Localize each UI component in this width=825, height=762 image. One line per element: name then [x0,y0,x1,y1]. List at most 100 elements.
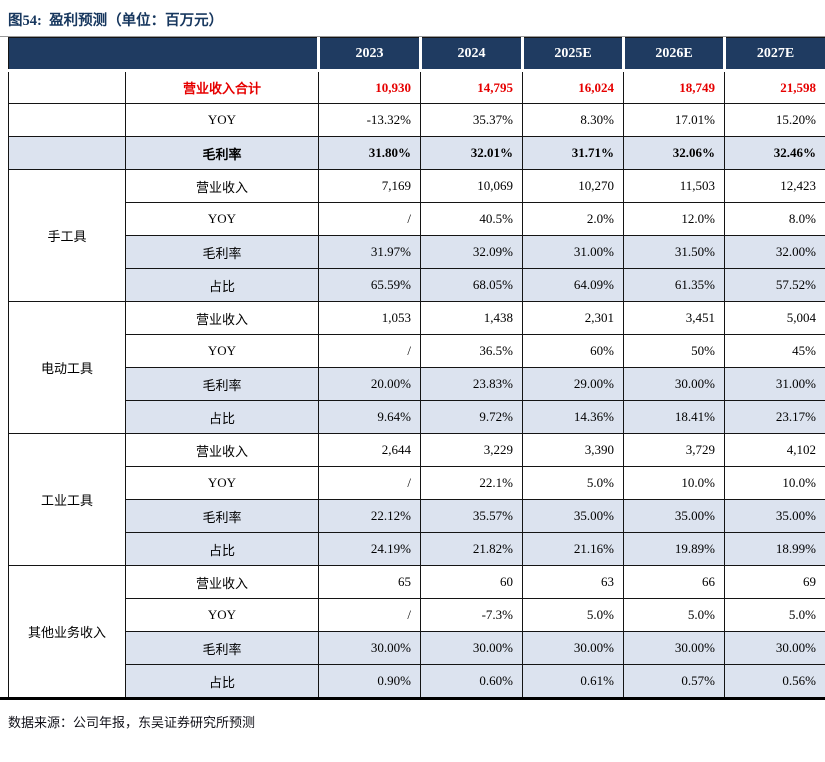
value-cell: 60% [522,334,624,368]
value-cell: 30.00% [623,631,725,665]
value-cell: 5.0% [724,598,825,632]
value-cell: 2,301 [522,301,624,335]
value-cell: 24.19% [318,532,421,566]
value-cell: 11,503 [623,169,725,203]
table-row: 电动工具 营业收入 1,053 1,438 2,301 3,451 5,004 [8,301,825,434]
table-row: YOY/22.1% 5.0% 10.0% 10.0% [9,466,825,500]
table-row: 毛利率 31.80% 32.01% 31.71% 32.06% 32.46% [8,136,825,170]
value-cell: 0.61% [522,664,624,698]
metric-label-cell: 毛利率 [125,367,319,401]
value-cell: 35.00% [623,499,725,533]
table-body: 营业收入合计 10,930 14,795 16,024 18,749 21,598 YOY -… [8,70,825,698]
value-cell: 10,069 [420,169,523,203]
value-cell: -7.3% [420,598,523,632]
table-row: 毛利率 20.00% 23.83% 29.00% 30.00% 31.00% [9,367,825,401]
value-cell: 18.41% [623,400,725,434]
value-cell: 32.46% [724,136,825,170]
group-label-cell: 手工具 [8,169,126,302]
value-cell: 9.72% [420,400,523,434]
table-row: YOY/36.5% 60% 50% 45% [9,334,825,368]
table-bottom-rule [0,697,825,700]
value-cell: 45% [724,334,825,368]
value-cell: 14.36% [522,400,624,434]
value-cell: 5.0% [623,598,725,632]
value-cell: 3,451 [623,301,725,335]
value-cell: 23.83% [420,367,523,401]
table-row: 占比 65.59% 68.05% 64.09% 61.35% 57.52% [9,268,825,302]
value-cell: 21,598 [724,70,825,104]
metric-label-cell: 营业收入 [125,433,319,467]
group-label-cell: 工业工具 [8,433,126,566]
value-cell: 22.1% [420,466,523,500]
metric-label-cell: YOY [125,598,319,632]
value-cell: 32.06% [623,136,725,170]
value-cell: 18.99% [724,532,825,566]
value-cell: 5,004 [724,301,825,335]
value-cell: 30.00% [724,631,825,665]
value-cell: 30.00% [623,367,725,401]
value-cell: 23.17% [724,400,825,434]
value-cell: 14,795 [420,70,523,104]
value-cell: 1,438 [420,301,523,335]
value-cell: 12.0% [623,202,725,236]
value-cell: 2,644 [318,433,421,467]
metric-label-cell: YOY [125,334,319,368]
empty-cell [8,136,126,170]
value-cell: 8.0% [724,202,825,236]
value-cell: 10.0% [623,466,725,500]
value-cell: 22.12% [318,499,421,533]
value-cell: 15.20% [724,103,825,137]
empty-cell [8,103,126,137]
table-row: YOY -13.32% 35.37% 8.30% 17.01% 15.20% [8,103,825,137]
value-cell: 31.50% [623,235,725,269]
value-cell: 0.90% [318,664,421,698]
data-source: 数据来源：公司年报，东吴证券研究所预测 [8,715,256,730]
value-cell: 32.09% [420,235,523,269]
value-cell: 12,423 [724,169,825,203]
year-header-cell: 2023 [317,37,421,72]
value-cell: / [318,598,421,632]
value-cell: 31.00% [724,367,825,401]
value-cell: 18,749 [623,70,725,104]
metric-label-cell: 占比 [125,664,319,698]
header-row: 2023 2024 2025E 2026E 2027E [8,37,825,72]
value-cell: 9.64% [318,400,421,434]
value-cell: 5.0% [522,598,624,632]
value-cell: 50% [623,334,725,368]
value-cell: 0.56% [724,664,825,698]
value-cell: 60 [420,565,523,599]
value-cell: 17.01% [623,103,725,137]
value-cell: 35.37% [420,103,523,137]
value-cell: 20.00% [318,367,421,401]
value-cell: 35.00% [522,499,624,533]
value-cell: 19.89% [623,532,725,566]
value-cell: 4,102 [724,433,825,467]
group-label-cell: 电动工具 [8,301,126,434]
value-cell: 29.00% [522,367,624,401]
value-cell: 61.35% [623,268,725,302]
value-cell: 0.57% [623,664,725,698]
value-cell: 30.00% [522,631,624,665]
table-row: 毛利率 31.97% 32.09% 31.00% 31.50% 32.00% [9,235,825,269]
value-cell: 8.30% [522,103,624,137]
value-cell: 30.00% [318,631,421,665]
metric-label-cell: 营业收入 [125,301,319,335]
value-cell: 57.52% [724,268,825,302]
header-corner-cell [8,37,319,72]
value-cell: -13.32% [318,103,421,137]
value-cell: 63 [522,565,624,599]
value-cell: 35.57% [420,499,523,533]
value-cell: 32.01% [420,136,523,170]
table-header: 2023 2024 2025E 2026E 2027E [8,37,825,72]
year-header-cell: 2027E [723,37,825,72]
table-row: 占比 9.64% 9.72% 14.36% 18.41% 23.17% [9,400,825,434]
profit-forecast-table: 2023 2024 2025E 2026E 2027E 营业收入合计 10,930 14,7… [8,37,825,698]
metric-label-cell: 营业收入合计 [125,70,319,104]
value-cell: 31.80% [318,136,421,170]
metric-label-cell: YOY [125,103,319,137]
figure-title: 图54: 盈利预测（单位：百万元） [8,13,224,29]
value-cell: 31.00% [522,235,624,269]
value-cell: 30.00% [420,631,523,665]
metric-label-cell: 毛利率 [125,136,319,170]
value-cell: 0.60% [420,664,523,698]
